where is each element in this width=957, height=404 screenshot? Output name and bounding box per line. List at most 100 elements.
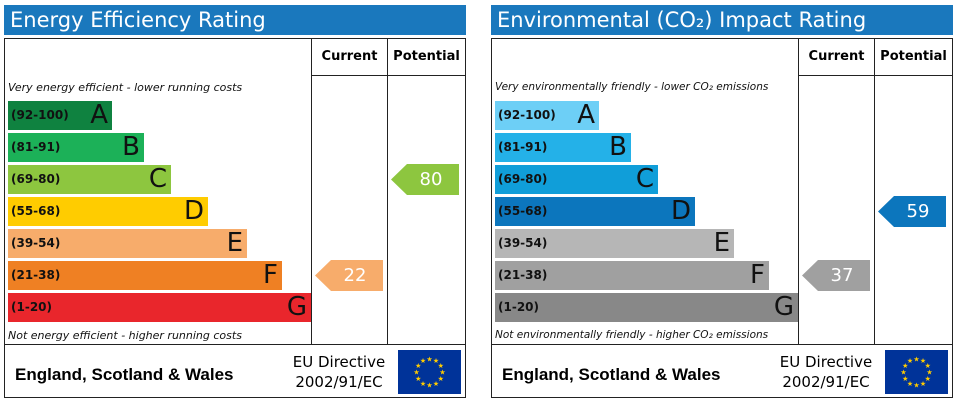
eu-star-icon: ★	[420, 357, 426, 365]
band-letter: D	[183, 196, 204, 226]
panel-title: Energy Efficiency Rating	[4, 5, 466, 35]
footer-directive: EU Directive 2002/91/EC	[770, 352, 882, 392]
band-range-label: (55-68)	[11, 204, 61, 218]
eu-star-icon: ★	[907, 357, 913, 365]
footer-divider	[5, 344, 465, 345]
band-letter: F	[750, 260, 765, 290]
eu-star-icon: ★	[420, 380, 426, 388]
band-range-label: (69-80)	[11, 172, 61, 186]
footer-country: England, Scotland & Wales	[15, 365, 234, 384]
energy-rating-panel: Energy Efficiency Rating Current Potenti…	[4, 5, 466, 398]
eu-flag-icon: ★★★★★★★★★ ★ ★★	[398, 350, 461, 394]
column-divider	[387, 39, 388, 344]
band-range-label: (81-91)	[11, 140, 61, 154]
current-rating-arrow: 37	[802, 260, 870, 291]
current-rating-arrow: 22	[315, 260, 383, 291]
directive-line-2: 2002/91/EC	[295, 373, 383, 391]
bottom-caption: Not energy efficient - higher running co…	[8, 329, 242, 342]
band-range-label: (39-54)	[498, 236, 548, 250]
eu-star-icon: ★	[426, 382, 432, 390]
potential-rating-arrow: 59	[878, 196, 946, 227]
eu-star-icon: ★	[913, 356, 919, 364]
eu-star-icon: ★	[925, 375, 931, 383]
band-range-label: (21-38)	[498, 268, 548, 282]
band-range-label: (81-91)	[498, 140, 548, 154]
directive-line-1: EU Directive	[779, 353, 873, 371]
eu-star-icon: ★	[439, 369, 445, 377]
band-range-label: (21-38)	[11, 268, 61, 282]
footer-country: England, Scotland & Wales	[502, 365, 721, 384]
band-letter: E	[713, 228, 730, 258]
eu-star-icon: ★	[438, 375, 444, 383]
band-letter: E	[226, 228, 243, 258]
eu-star-icon: ★	[920, 380, 926, 388]
band-range-label: (92-100)	[11, 108, 69, 122]
eu-star-icon: ★	[433, 380, 439, 388]
eu-star-icon: ★	[433, 357, 439, 365]
rating-band-e: (39-54) E	[8, 229, 247, 258]
bottom-caption: Not environmentally friendly - higher CO…	[495, 329, 769, 341]
column-divider	[798, 39, 799, 344]
rating-band-g: (1-20) G	[8, 293, 311, 322]
rating-band-e: (39-54) E	[495, 229, 734, 258]
header-divider	[311, 75, 465, 76]
column-divider	[874, 39, 875, 344]
eu-star-icon: ★	[902, 362, 908, 370]
rating-band-a: (92-100) A	[495, 101, 599, 130]
footer-divider	[492, 344, 952, 345]
potential-column-header: Potential	[880, 49, 947, 64]
band-range-label: (39-54)	[11, 236, 61, 250]
rating-frame: Current Potential Very energy efficient …	[4, 38, 466, 398]
band-letter: G	[286, 292, 307, 322]
potential-column-header: Potential	[393, 49, 460, 64]
eu-star-icon: ★	[925, 362, 931, 370]
band-letter: F	[263, 260, 278, 290]
eu-star-icon: ★	[902, 375, 908, 383]
eu-star-icon: ★	[907, 380, 913, 388]
directive-line-2: 2002/91/EC	[782, 373, 870, 391]
band-letter: A	[577, 100, 595, 130]
rating-band-c: (69-80) C	[8, 165, 171, 194]
column-divider	[311, 39, 312, 344]
rating-band-c: (69-80) C	[495, 165, 658, 194]
rating-band-d: (55-68) D	[495, 197, 695, 226]
rating-band-a: (92-100) A	[8, 101, 112, 130]
band-range-label: (92-100)	[498, 108, 556, 122]
environmental-rating-panel: Environmental (CO₂) Impact Rating Curren…	[491, 5, 953, 398]
band-range-label: (69-80)	[498, 172, 548, 186]
eu-star-icon: ★	[920, 357, 926, 365]
band-letter: A	[90, 100, 108, 130]
band-range-label: (55-68)	[498, 204, 548, 218]
rating-frame: Current Potential Very environmentally f…	[491, 38, 953, 398]
current-column-header: Current	[321, 49, 378, 64]
rating-band-b: (81-91) B	[495, 133, 631, 162]
eu-star-icon: ★	[438, 362, 444, 370]
eu-star-icon: ★	[926, 369, 932, 377]
current-column-header: Current	[808, 49, 865, 64]
band-letter: G	[773, 292, 794, 322]
eu-star-icon: ★	[900, 369, 906, 377]
top-caption: Very energy efficient - lower running co…	[8, 81, 243, 94]
directive-line-1: EU Directive	[292, 353, 386, 371]
eu-star-icon: ★	[413, 369, 419, 377]
rating-band-b: (81-91) B	[8, 133, 144, 162]
rating-band-g: (1-20) G	[495, 293, 798, 322]
band-letter: B	[609, 132, 627, 162]
potential-rating-arrow: 80	[391, 164, 459, 195]
eu-star-icon: ★	[415, 362, 421, 370]
eu-star-icon: ★	[426, 356, 432, 364]
top-caption: Very environmentally friendly - lower CO…	[495, 81, 769, 93]
band-range-label: (1-20)	[11, 300, 52, 314]
band-letter: D	[670, 196, 691, 226]
band-range-label: (1-20)	[498, 300, 539, 314]
rating-band-f: (21-38) F	[8, 261, 282, 290]
footer-directive: EU Directive 2002/91/EC	[283, 352, 395, 392]
eu-flag-icon: ★★★★★★★★★ ★ ★★	[885, 350, 948, 394]
band-letter: B	[122, 132, 140, 162]
rating-band-d: (55-68) D	[8, 197, 208, 226]
eu-star-icon: ★	[913, 382, 919, 390]
band-letter: C	[148, 164, 167, 194]
header-divider	[798, 75, 952, 76]
eu-star-icon: ★	[415, 375, 421, 383]
rating-band-f: (21-38) F	[495, 261, 769, 290]
